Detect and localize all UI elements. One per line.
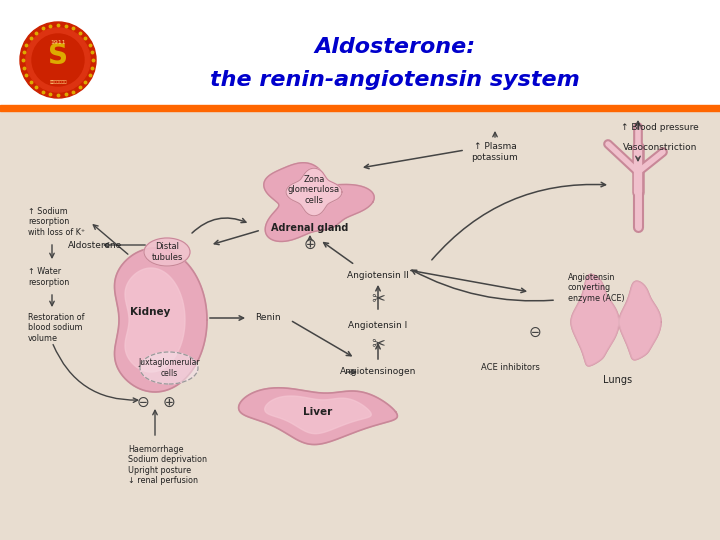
- Polygon shape: [571, 274, 619, 366]
- Polygon shape: [238, 388, 397, 444]
- Text: Distal
tubules: Distal tubules: [151, 242, 183, 262]
- Text: ✂: ✂: [371, 334, 385, 352]
- Text: the renin-angiotensin system: the renin-angiotensin system: [210, 70, 580, 90]
- Bar: [0, 108, 720, 540]
- Text: ⊖: ⊖: [528, 325, 541, 340]
- Text: 山东大学医学院: 山东大学医学院: [49, 80, 67, 84]
- Text: Restoration of
blood sodium
volume: Restoration of blood sodium volume: [28, 313, 84, 343]
- Text: Juxtaglomerular
cells: Juxtaglomerular cells: [138, 359, 200, 377]
- Text: Angiotensin
converting
enzyme (ACE): Angiotensin converting enzyme (ACE): [568, 273, 625, 303]
- Text: Angiotensin I: Angiotensin I: [348, 321, 408, 329]
- Text: ACE inhibitors: ACE inhibitors: [480, 363, 539, 373]
- Bar: [0, 105, 720, 111]
- Circle shape: [20, 22, 96, 98]
- Polygon shape: [264, 163, 374, 241]
- Ellipse shape: [140, 352, 198, 384]
- Text: S: S: [48, 42, 68, 70]
- Text: Lungs: Lungs: [603, 375, 633, 385]
- Text: 1911: 1911: [50, 39, 66, 44]
- Text: ↑ Water
resorption: ↑ Water resorption: [28, 267, 69, 287]
- Text: Aldosterone: Aldosterone: [68, 240, 122, 249]
- Text: Angiotensinogen: Angiotensinogen: [340, 368, 416, 376]
- Polygon shape: [265, 396, 372, 434]
- Text: Vasoconstriction: Vasoconstriction: [623, 143, 697, 152]
- Bar: [0, 0, 720, 108]
- Text: ⊕: ⊕: [163, 395, 176, 409]
- Polygon shape: [286, 168, 342, 216]
- Ellipse shape: [144, 238, 190, 266]
- Polygon shape: [114, 248, 207, 392]
- Text: Aldosterone:: Aldosterone:: [315, 37, 476, 57]
- Circle shape: [32, 34, 84, 86]
- Text: Kidney: Kidney: [130, 307, 170, 317]
- Text: Renin: Renin: [255, 314, 281, 322]
- Polygon shape: [619, 281, 661, 360]
- Text: ⊕: ⊕: [304, 237, 316, 252]
- Text: ↑ Blood pressure: ↑ Blood pressure: [621, 123, 699, 132]
- Polygon shape: [571, 274, 619, 366]
- Text: Liver: Liver: [303, 407, 333, 417]
- Text: Angiotensin II: Angiotensin II: [347, 271, 409, 280]
- Text: ✂: ✂: [371, 289, 385, 307]
- Polygon shape: [125, 268, 185, 372]
- Text: Haemorrhage
Sodium deprivation
Upright posture
↓ renal perfusion: Haemorrhage Sodium deprivation Upright p…: [128, 445, 207, 485]
- Text: ⊖: ⊖: [137, 395, 149, 409]
- Text: ↑ Plasma
potassium: ↑ Plasma potassium: [472, 143, 518, 161]
- Text: Adrenal gland: Adrenal gland: [271, 223, 348, 233]
- Text: Zona
glomerulosa
cells: Zona glomerulosa cells: [288, 175, 340, 205]
- Polygon shape: [619, 281, 661, 360]
- Text: ↑ Sodium
resorption
with loss of K⁺: ↑ Sodium resorption with loss of K⁺: [28, 207, 85, 237]
- Circle shape: [26, 28, 90, 92]
